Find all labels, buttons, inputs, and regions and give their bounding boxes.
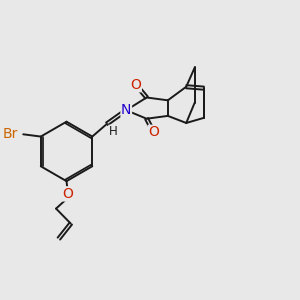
Text: O: O [130, 78, 141, 92]
Text: Br: Br [3, 127, 18, 141]
Text: H: H [109, 125, 118, 138]
Text: O: O [62, 187, 74, 201]
Text: O: O [148, 125, 159, 139]
Text: N: N [121, 103, 131, 117]
